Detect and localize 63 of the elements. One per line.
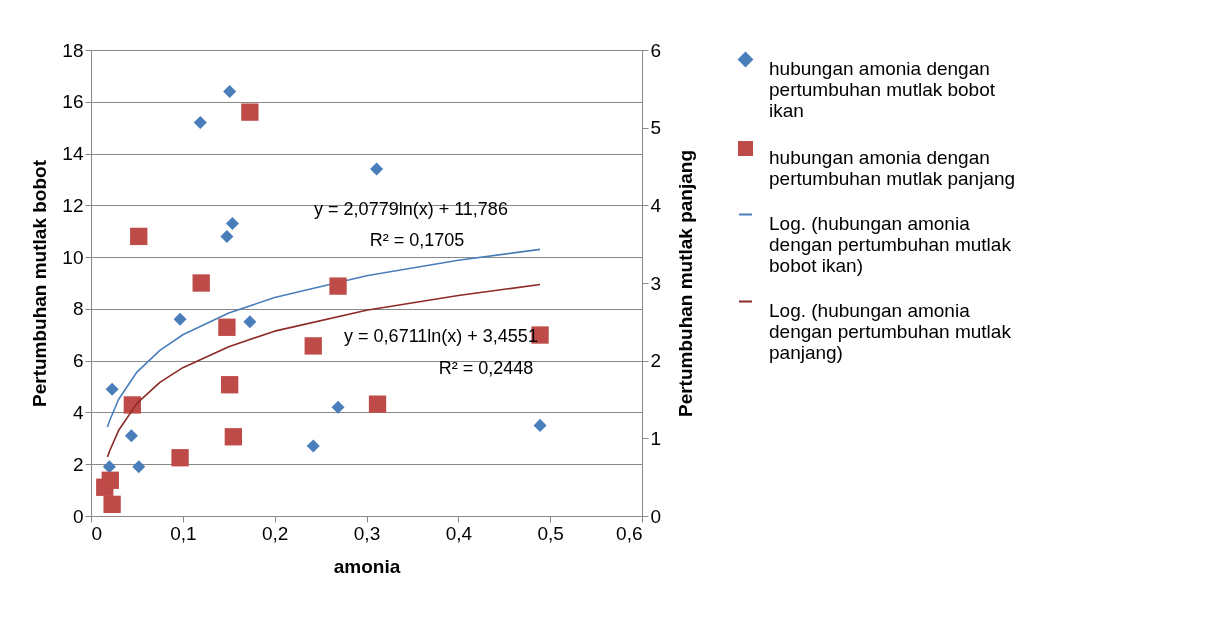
y-tick-label: 6 [72, 350, 84, 372]
legend-label: hubungan amonia dengan pertumbuhan mutlak panjang [769, 146, 1016, 189]
annotation: R² = 0,2448 [438, 358, 534, 378]
point [225, 216, 239, 230]
legend-label: Log. (hubungan amonia dengan pertumbuhan mutlak panjang) [769, 299, 1012, 363]
y-tick-label: 2 [72, 453, 84, 475]
y-tick-label: 12 [62, 194, 84, 216]
y2-tick-label: 0 [650, 505, 662, 527]
x-tick-label: 0 [91, 522, 103, 544]
point [304, 337, 322, 355]
point [103, 495, 121, 514]
point [96, 478, 114, 496]
y2-axis-title: Pertumbuhan mutlak panjang [675, 149, 697, 418]
point [193, 115, 207, 130]
y-tick-label: 10 [62, 246, 84, 268]
y-tick-label: 16 [62, 91, 84, 113]
point [173, 312, 187, 326]
y-tick-label: 8 [72, 298, 84, 320]
legend-label: hubungan amonia dengan pertumbuhan mutlak bobot ikan [769, 57, 996, 121]
x-tick-label: 0,1 [170, 522, 197, 544]
x-tick-label: 0,6 [616, 522, 643, 544]
y-tick-label: 0 [72, 505, 84, 527]
y2-tick-label: 2 [650, 350, 662, 372]
point [306, 439, 320, 453]
point [220, 229, 234, 243]
y2-tick-label: 1 [650, 427, 662, 449]
annotation: y = 2,0779ln(x) + 11,786 [314, 199, 508, 219]
point [370, 162, 384, 176]
x-tick-label: 0,2 [261, 522, 289, 544]
point [105, 382, 119, 396]
point [533, 418, 547, 432]
point [132, 460, 146, 474]
point [102, 460, 116, 474]
point [192, 274, 210, 292]
y2-tick-label: 3 [650, 272, 662, 294]
point [223, 84, 237, 98]
y2-tick-label: 4 [650, 194, 662, 216]
x-tick-label: 0,5 [537, 522, 564, 544]
x-axis-title: amonia [333, 555, 401, 577]
point [241, 103, 259, 121]
y-axis-title: Pertumbuhan mutlak bobot [29, 159, 51, 407]
point [368, 395, 387, 413]
y2-tick-label: 6 [650, 39, 662, 61]
y-tick-label: 18 [62, 39, 84, 61]
point [218, 318, 236, 336]
point [123, 396, 141, 414]
x-tick-label: 0,3 [353, 522, 381, 544]
x-tick-label: 0,4 [445, 522, 473, 544]
annotation: R² = 0,1705 [369, 230, 465, 250]
y-tick-label: 4 [72, 401, 84, 423]
legend-label: Log. (hubungan amonia dengan pertumbuhan mutlak bobot ikan) [769, 212, 1012, 276]
point [243, 315, 257, 329]
point [224, 428, 242, 446]
point [171, 449, 189, 467]
point [130, 227, 148, 246]
y-tick-label: 14 [62, 143, 84, 165]
point [124, 429, 138, 443]
line-series [106, 248, 541, 428]
y2-tick-label: 5 [650, 117, 662, 139]
point [329, 277, 347, 295]
point [221, 376, 239, 394]
line-series [106, 283, 541, 458]
point [331, 400, 345, 414]
